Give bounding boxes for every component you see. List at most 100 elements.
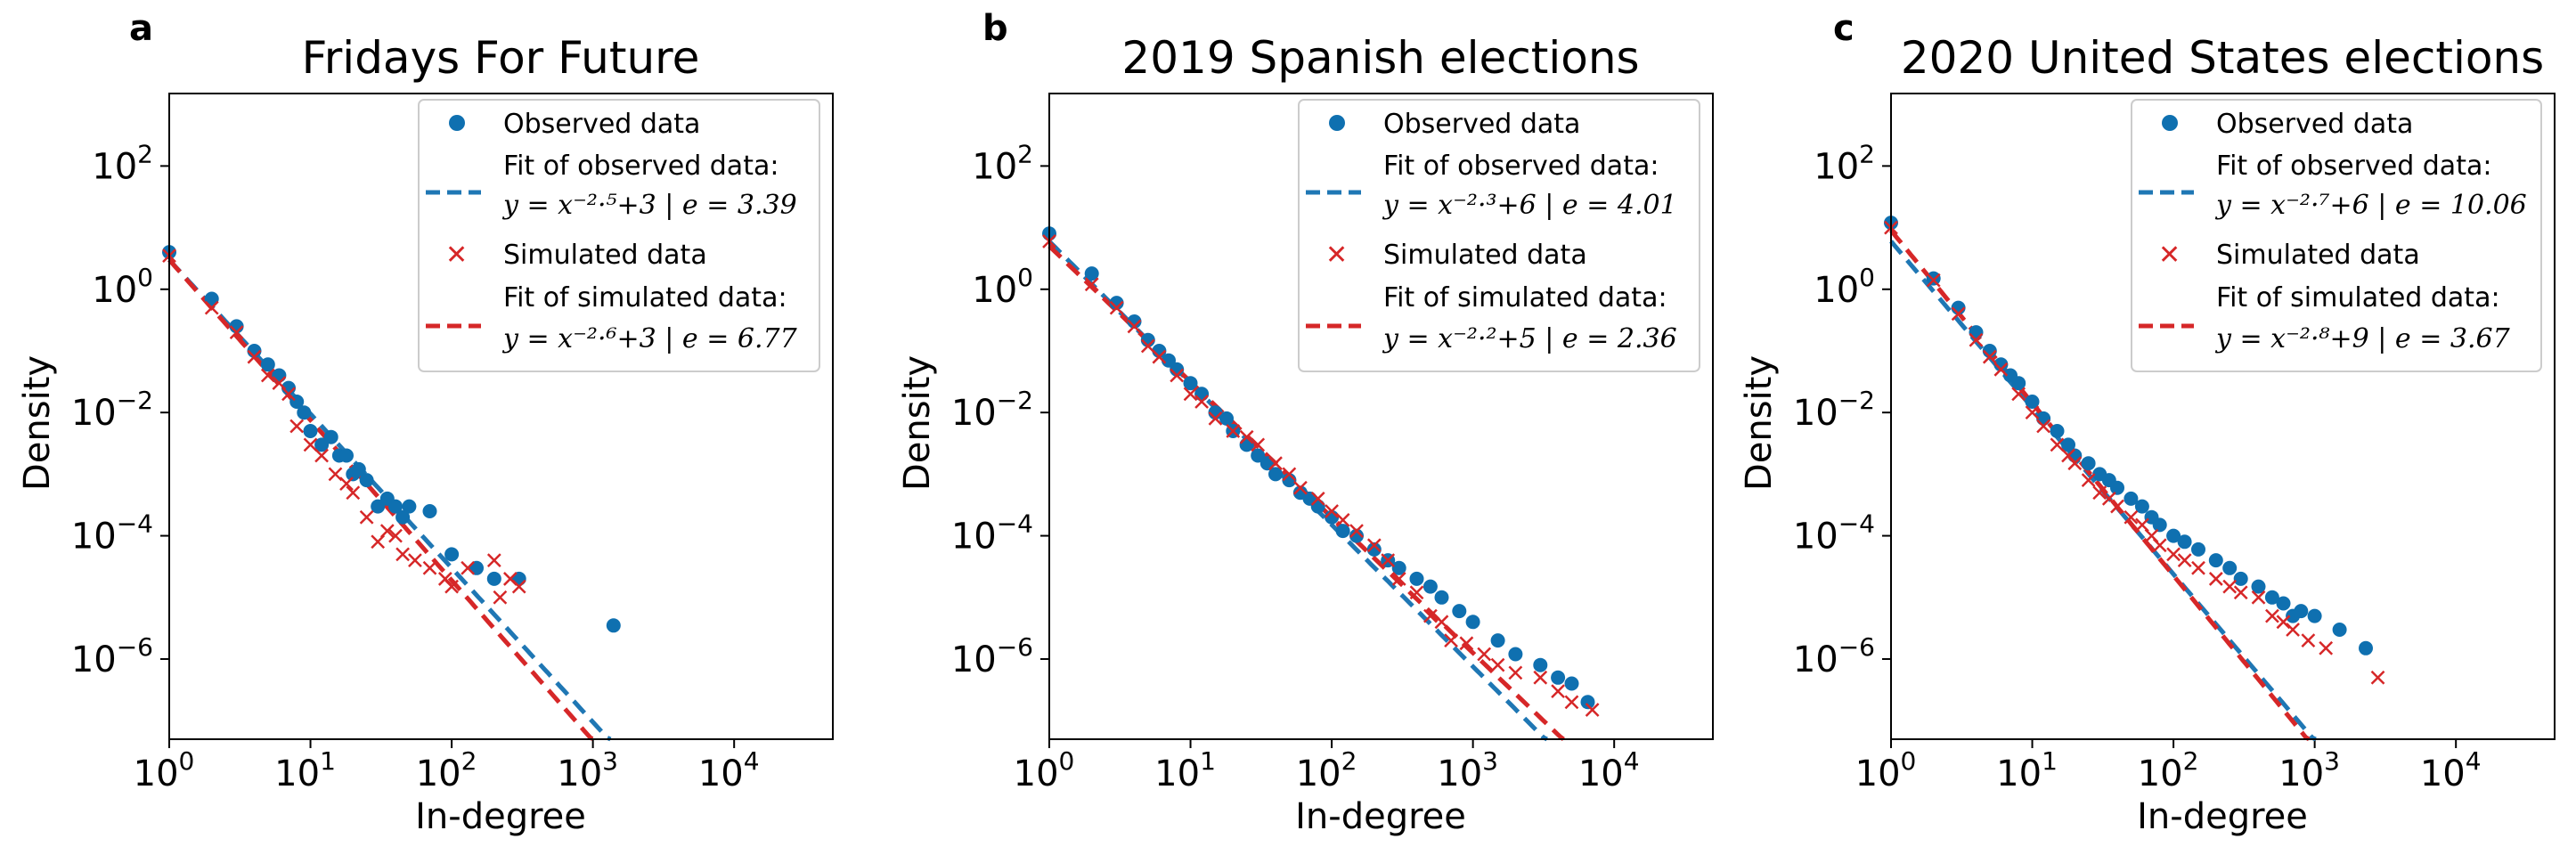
x-tick-exp: 1 <box>1200 746 1216 776</box>
panel-a: a Fridays For Future In-degree Density 1… <box>17 8 834 837</box>
observed-point <box>395 509 411 525</box>
y-tick-label: 10−6 <box>951 632 1033 680</box>
x-tick-base: 10 <box>1154 753 1200 794</box>
simulated-point <box>395 547 410 562</box>
y-tick-base: 10 <box>972 146 1017 187</box>
simulated-point <box>2050 437 2065 452</box>
y-tick-base: 10 <box>92 146 137 187</box>
x-tick-exp: 1 <box>2042 746 2058 776</box>
simulated-point <box>461 560 476 575</box>
x-tick-base: 10 <box>274 753 320 794</box>
simulated-point <box>1194 395 1209 409</box>
simulated-point <box>359 509 374 525</box>
x-tick-label: 102 <box>2138 746 2199 794</box>
x-tick-base: 10 <box>557 753 602 794</box>
simulated-point <box>229 325 244 340</box>
x-tick-label: 103 <box>1437 746 1498 794</box>
x-tick-label: 101 <box>1154 746 1216 794</box>
y-tick-label: 100 <box>1814 263 1875 311</box>
simulated-point <box>486 553 501 567</box>
simulated-point <box>422 560 437 575</box>
observed-point <box>1219 411 1234 426</box>
simulated-point <box>408 553 422 567</box>
observed-point <box>2233 571 2248 586</box>
simulated-point <box>204 300 219 315</box>
observed-point <box>469 560 484 575</box>
simulated-point <box>511 579 526 594</box>
simulated-point <box>303 437 318 452</box>
simulated-point <box>1533 670 1548 685</box>
legend-observed-fit-eq: y = x⁻²·⁵+3 | e = 3.39 <box>501 190 797 221</box>
observed-point <box>2152 517 2167 533</box>
simulated-point <box>1127 319 1142 334</box>
x-tick-base: 10 <box>1996 753 2042 794</box>
simulated-point <box>2208 572 2223 586</box>
y-tick-exp: 2 <box>1859 139 1875 168</box>
observed-point <box>1580 695 1595 710</box>
markers <box>162 245 621 633</box>
y-tick-label: 100 <box>972 263 1033 311</box>
legend-simulated-label: Simulated data <box>2216 240 2420 271</box>
legend-simulated-marker: ✕ <box>1325 240 1348 271</box>
simulated-point <box>1170 368 1185 383</box>
observed-point <box>1162 353 1176 368</box>
legend-observed-label: Observed data <box>1383 109 1580 140</box>
x-tick-exp: 0 <box>179 746 195 776</box>
simulated-point <box>1409 585 1424 600</box>
chart-title: 2020 United States elections <box>1901 32 2544 84</box>
observed-point <box>359 473 374 488</box>
panel-b: b 2019 Spanish elections In-degree Densi… <box>897 8 1714 837</box>
observed-point <box>2166 528 2181 543</box>
y-tick-exp: −2 <box>117 386 153 415</box>
simulated-point <box>1551 684 1565 699</box>
simulated-point <box>1459 636 1474 651</box>
observed-point <box>2276 596 2291 611</box>
y-tick-base: 10 <box>951 393 997 434</box>
simulated-point <box>1585 703 1600 717</box>
x-tick-exp: 3 <box>602 746 618 776</box>
observed-point <box>1349 528 1364 543</box>
simulated-fit-line <box>167 258 595 742</box>
y-tick-label: 102 <box>1814 139 1875 187</box>
observed-point <box>2222 560 2238 575</box>
y-tick-exp: −6 <box>117 632 153 662</box>
simulated-point <box>1926 273 1941 288</box>
simulated-point <box>1434 615 1449 630</box>
observed-point <box>2124 491 2139 506</box>
simulated-point <box>346 485 361 501</box>
observed-point <box>1084 266 1099 281</box>
observed-point <box>1926 271 1941 286</box>
observed-point <box>1490 633 1505 648</box>
x-tick-exp: 0 <box>1059 746 1075 776</box>
simulated-point <box>2025 405 2040 420</box>
observed-point <box>1251 448 1266 463</box>
legend-simulated-fit-label: Fit of simulated data: <box>503 282 787 314</box>
legend-box <box>2131 99 2542 372</box>
observed-point <box>303 424 318 438</box>
legend-box <box>1298 99 1700 372</box>
simulated-point <box>2166 547 2181 562</box>
simulated-point <box>247 349 262 364</box>
simulated-point <box>2191 560 2205 575</box>
observed-point <box>1268 467 1283 482</box>
observed-point <box>1508 647 1523 662</box>
simulated-point <box>2319 640 2334 656</box>
simulated-point <box>2276 615 2291 630</box>
x-tick-exp: 4 <box>2466 746 2482 776</box>
simulated-point <box>1477 647 1492 662</box>
observed-point <box>2011 376 2026 391</box>
x-tick-base: 10 <box>2420 753 2466 794</box>
observed-point <box>1310 499 1325 514</box>
y-tick-base: 10 <box>951 639 997 680</box>
observed-point <box>1109 296 1124 311</box>
simulated-point <box>388 528 403 543</box>
observed-point <box>2332 623 2347 637</box>
legend-observed-fit-eq: y = x⁻²·³+6 | e = 4.01 <box>1382 190 1677 221</box>
legend-observed-marker <box>449 115 465 131</box>
simulated-point <box>1293 480 1308 495</box>
legend-simulated-marker: ✕ <box>2158 240 2181 271</box>
plot-frame <box>168 93 834 740</box>
